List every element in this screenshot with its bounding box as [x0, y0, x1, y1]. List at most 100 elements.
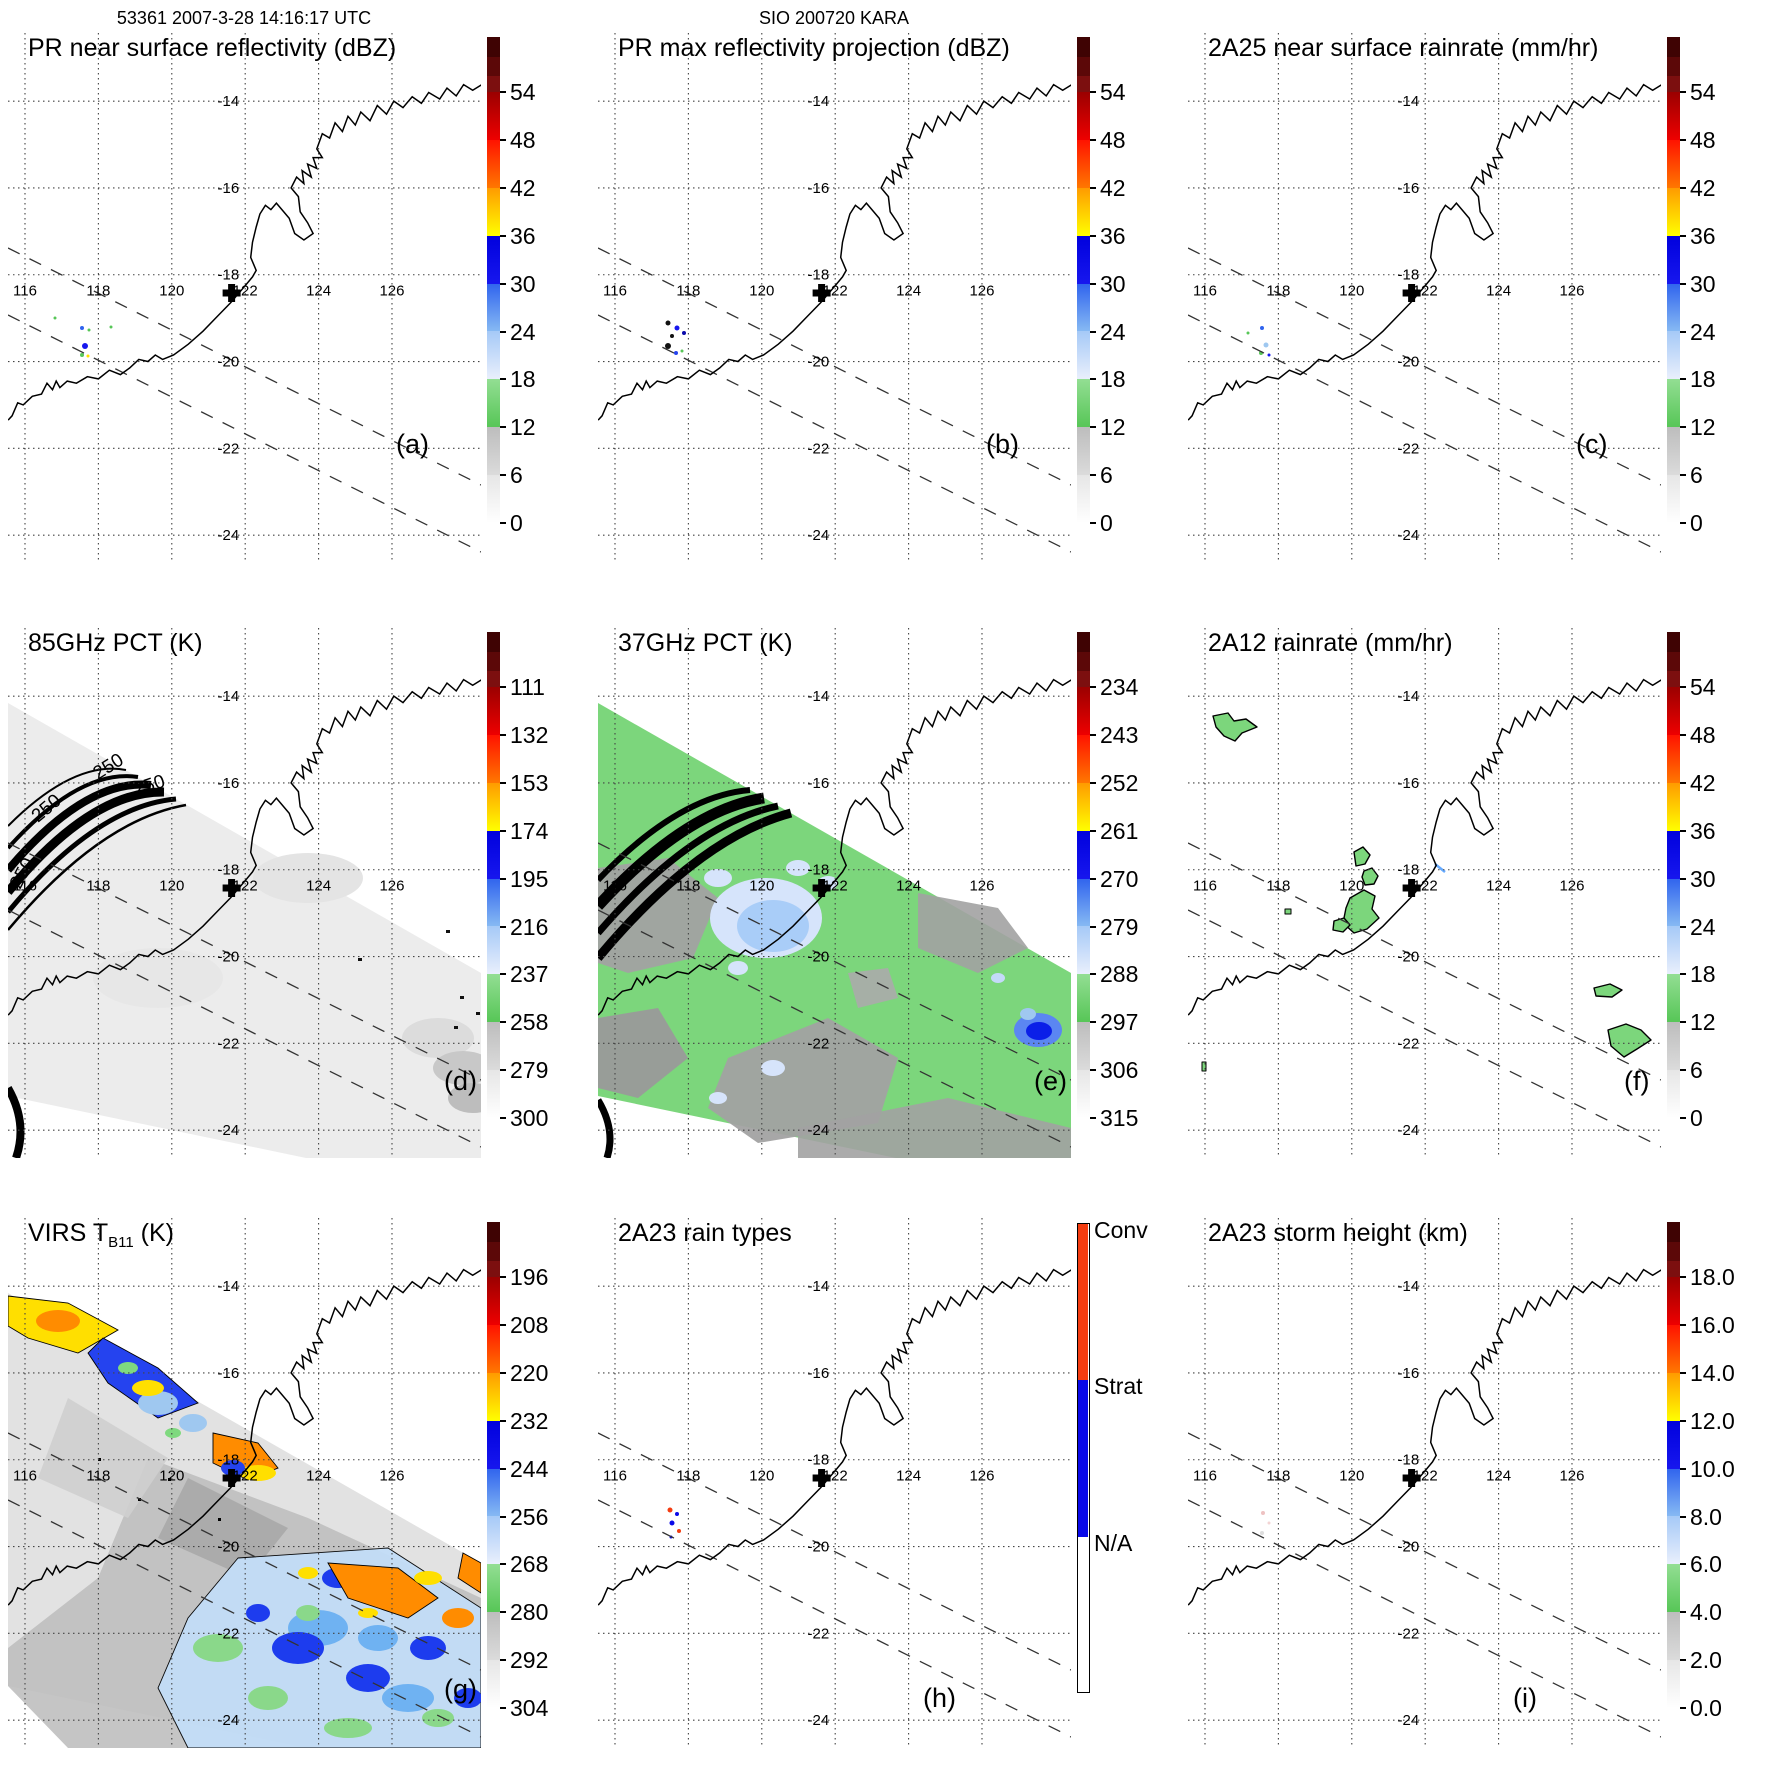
colorbar-tick-label: 261: [1100, 817, 1139, 844]
panel-letter: (b): [986, 429, 1019, 459]
colorbar-i: 0.0 2.0 4.0 6.0 8.0 10.0 12.0 14.0 16.0 18.0: [1667, 1222, 1757, 1728]
axis-labels: 116 118 120 122 124 126-14-16-18-20-22-24: [13, 93, 404, 544]
data-field: [667, 1507, 681, 1539]
colorbar-tick-label: 244: [510, 1455, 549, 1482]
colorbar-tick: [1680, 1021, 1686, 1024]
latlon-grid: [8, 33, 481, 563]
colorbar-tick-label: 30: [1690, 865, 1716, 892]
lon-tick-label: 118: [676, 283, 700, 300]
colorbar-tick-label: 279: [510, 1057, 549, 1084]
panel-f: 2A12 rainrate (mm/hr) 116 118 120 122 124 126-…: [1180, 595, 1770, 1185]
lon-tick-label: 120: [749, 878, 774, 895]
colorbar-scale: [1077, 632, 1090, 1118]
lat-tick-label: -22: [1398, 440, 1420, 457]
panel-title-b: PR max reflectivity projection (dBZ): [618, 34, 1010, 62]
colorbar-tick-label: 234: [1100, 674, 1139, 700]
colorbar-tick-label: 36: [510, 222, 536, 249]
data-field: [53, 316, 113, 358]
data-field: [8, 1293, 481, 1748]
data-field: [8, 703, 481, 1158]
raintype-seg-na: [1078, 1537, 1088, 1691]
lon-tick-label: 118: [1266, 1468, 1290, 1485]
colorbar-tick: [1680, 877, 1686, 880]
colorbar-tick: [1680, 426, 1686, 429]
panel-a: PR near surface reflectivity (dBZ) 116 118…: [0, 0, 590, 590]
lat-tick-label: -22: [218, 440, 240, 457]
lon-tick-label: 120: [1339, 283, 1364, 300]
colorbar-tick: [1680, 378, 1686, 381]
swath-edge-lines: [1188, 842, 1661, 1148]
panel-letter: (g): [444, 1674, 477, 1704]
axis-labels: 116 118 120 122 124 126-14-16-18-20-22-24: [13, 1278, 404, 1729]
lat-tick-label: -24: [808, 527, 830, 544]
colorbar-scale: [487, 632, 500, 1118]
colorbar-tick-label: 14.0: [1690, 1359, 1735, 1386]
lon-tick-label: 124: [896, 878, 921, 895]
panel-title-e: 37GHz PCT (K): [618, 629, 793, 657]
raintype-label: Strat: [1094, 1373, 1143, 1399]
lat-tick-label: -14: [218, 688, 240, 705]
lat-tick-label: -24: [1398, 527, 1420, 544]
colorbar-tick-label: 12: [510, 414, 536, 441]
lat-tick-label: -18: [808, 862, 830, 879]
colorbar-tick: [1680, 1563, 1686, 1566]
colorbar-tick-label: 24: [1690, 318, 1716, 345]
colorbar-tick: [500, 186, 506, 189]
swath-edge-lines: [598, 1432, 1071, 1738]
panel-title-i: 2A23 storm height (km): [1208, 1219, 1468, 1247]
lat-tick-label: -20: [1398, 354, 1420, 371]
colorbar-tick-label: 42: [510, 174, 536, 201]
colorbar-tick-label: 256: [510, 1503, 549, 1530]
lat-tick-label: -18: [808, 267, 830, 284]
panel-letter: (h): [923, 1683, 956, 1713]
lon-tick-label: 124: [1486, 283, 1511, 300]
panel-letter: (i): [1513, 1683, 1537, 1713]
coastline: [598, 678, 1071, 1016]
lat-tick-label: -14: [1398, 93, 1420, 110]
data-field: [1260, 1511, 1271, 1535]
colorbar-scale: [1667, 37, 1680, 523]
latlon-grid: [598, 1218, 1071, 1748]
colorbar-tick-label: 18: [1100, 366, 1126, 393]
colorbar-tick-label: 196: [510, 1264, 549, 1290]
colorbar-tick: [1680, 1276, 1686, 1278]
colorbar-tick-label: 280: [510, 1599, 549, 1626]
data-field: [1201, 712, 1652, 1072]
colorbar-tick-label: 292: [510, 1647, 549, 1674]
colorbar-scale: [1077, 1223, 1090, 1693]
colorbar-tick: [1680, 474, 1686, 477]
colorbar-tick-label: 54: [510, 79, 536, 105]
coastline: [1188, 1268, 1661, 1606]
lat-tick-label: -14: [808, 688, 830, 705]
colorbar-tick-label: 306: [1100, 1057, 1139, 1084]
panel-i: 2A23 storm height (km) 116 118 120 122 124 126…: [1180, 1185, 1770, 1775]
colorbar-tick: [1090, 686, 1096, 688]
map-c: 116 118 120 122 124 126-14-16-18-20-22-24(c): [1188, 33, 1661, 563]
colorbar-tick: [500, 330, 506, 333]
colorbar-tick-label: 252: [1100, 769, 1139, 796]
colorbar-tick: [500, 1467, 506, 1470]
coastline: [8, 1268, 481, 1606]
colorbar-tick: [1680, 91, 1686, 93]
lat-tick-label: -18: [218, 862, 240, 879]
lon-tick-label: 118: [676, 1468, 700, 1485]
colorbar-tick-label: 16.0: [1690, 1311, 1735, 1338]
lon-tick-label: 116: [603, 283, 627, 300]
lon-tick-label: 116: [13, 878, 37, 895]
lat-tick-label: -22: [218, 1035, 240, 1052]
lon-tick-label: 124: [896, 283, 921, 300]
colorbar-tick-label: 195: [510, 865, 549, 892]
colorbar-tick-label: 0: [1690, 1105, 1703, 1132]
case-id-label: SIO 200720 KARA: [758, 8, 910, 28]
colorbar-scale: [1667, 632, 1680, 1118]
colorbar-d: 300 279 258 237 216 195 174 153 132 111: [487, 632, 577, 1138]
colorbar-tick: [1680, 282, 1686, 285]
swath-edge-lines: [1188, 1432, 1661, 1738]
colorbar-tick-label: 54: [1690, 79, 1716, 105]
swath-edge-lines: [1188, 247, 1661, 553]
lat-tick-label: -18: [1398, 267, 1420, 284]
colorbar-tick: [500, 1515, 506, 1518]
lat-tick-label: -16: [1398, 180, 1420, 197]
colorbar-scale: [1667, 1222, 1680, 1708]
colorbar-tick: [500, 829, 506, 832]
